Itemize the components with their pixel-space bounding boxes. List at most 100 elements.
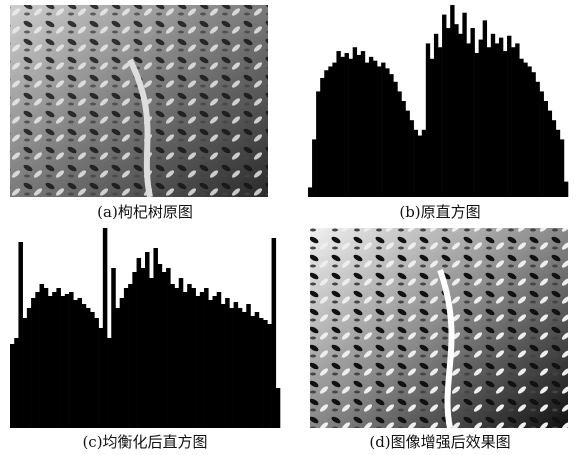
histogram-bar (200, 292, 205, 428)
histogram-bar (397, 91, 401, 197)
histogram-bar (414, 130, 418, 197)
histogram-bar (124, 288, 129, 428)
histogram-bar (332, 63, 336, 197)
histogram-bar (426, 43, 430, 197)
histogram-bar (52, 292, 57, 428)
histogram-bar (487, 47, 491, 197)
histogram-bar (341, 57, 345, 197)
histogram-bar (99, 328, 104, 428)
histogram-bar (540, 91, 544, 197)
histogram-bar (61, 296, 66, 428)
histogram-bar (345, 53, 349, 197)
histogram-bar (511, 47, 515, 197)
histogram-bar (94, 318, 99, 428)
histogram-bar (389, 74, 393, 197)
histogram-bar (263, 320, 268, 428)
histogram-bar (242, 312, 247, 428)
histogram-bar (175, 288, 180, 428)
histogram-bar (466, 43, 470, 197)
histogram-bar (308, 187, 312, 197)
histogram-bar (519, 59, 523, 197)
histogram-bar (548, 111, 552, 197)
photo-enhanced (310, 228, 568, 428)
histogram-bar (18, 242, 23, 428)
histogram-bar (536, 82, 540, 197)
histogram-bar (430, 59, 434, 197)
histogram-bar (217, 292, 222, 428)
histogram-bar (90, 312, 95, 428)
histogram-bar (410, 120, 414, 197)
histogram-bar (255, 312, 260, 428)
histogram-bar (73, 300, 78, 428)
histogram-bar (458, 34, 462, 197)
histogram-bar (120, 298, 125, 428)
histogram-bar (328, 66, 332, 197)
histogram-bar (507, 36, 511, 197)
histogram-bar (107, 338, 112, 428)
histogram-bar (385, 68, 389, 197)
histogram-bar (153, 248, 158, 428)
histogram-bar (527, 66, 531, 197)
histogram-bar (179, 278, 184, 428)
histogram-bar (40, 284, 45, 428)
histogram-bar (14, 338, 19, 428)
histogram-bar (272, 238, 277, 428)
histogram-bar (336, 51, 340, 197)
histogram-bar (103, 228, 108, 428)
histogram-bar (475, 53, 479, 197)
histogram-bar (560, 139, 564, 197)
histogram-bar (357, 55, 361, 197)
histogram-bar (316, 91, 320, 197)
caption: (d)图像增强后效果图 (369, 433, 510, 451)
histogram-bar (44, 288, 49, 428)
histogram-bar (552, 120, 556, 197)
histogram-bar (31, 298, 36, 428)
histogram-bar (438, 47, 442, 197)
histogram-bar (229, 308, 234, 428)
figure: (a)枸杞树原图 (b)原直方图 (c)均衡化后直方图 (d)图像增强后效果图 (0, 0, 581, 455)
histogram-bar (377, 66, 381, 197)
histogram-bar (259, 318, 264, 428)
histogram-bar (65, 294, 70, 428)
histogram-bar (515, 43, 519, 197)
histogram-bar (544, 101, 548, 197)
histogram-bar (373, 61, 377, 197)
histogram-bar (158, 264, 163, 428)
histogram-bar (365, 63, 369, 197)
histogram-bar (434, 34, 438, 197)
histogram-bar (191, 288, 196, 428)
histogram-bar (78, 298, 83, 428)
histogram-bar (162, 272, 167, 428)
caption: (b)原直方图 (399, 203, 480, 221)
histogram-bar (422, 130, 426, 197)
histogram-bar (250, 316, 255, 428)
histogram-bar (170, 284, 175, 428)
histogram-bar (446, 28, 450, 197)
histogram-bar (450, 5, 454, 197)
histogram-bar (381, 63, 385, 197)
histogram-bar (238, 308, 243, 428)
histogram-bar (276, 388, 281, 428)
histogram-bar (234, 302, 239, 428)
histogram-bar (221, 304, 226, 428)
histogram-bar (393, 82, 397, 197)
histogram-bar (246, 304, 251, 428)
histogram-bar (401, 101, 405, 197)
histogram-bar (56, 288, 61, 428)
photo-original (10, 5, 268, 197)
histogram-bar (353, 47, 357, 197)
histogram-bar (503, 51, 507, 197)
histogram-bar (225, 298, 230, 428)
histogram-bar (86, 308, 91, 428)
histogram-bar (471, 28, 475, 197)
histogram-bar (10, 344, 15, 428)
histogram-bar (141, 268, 146, 428)
histogram-bar (69, 292, 74, 428)
histogram-bar (499, 38, 503, 197)
histogram-bar (369, 57, 373, 197)
histogram-bar (523, 63, 527, 197)
histogram-bar (320, 78, 324, 197)
caption: (a)枸杞树原图 (97, 203, 193, 221)
histogram-bar (556, 130, 560, 197)
histogram-bar (406, 111, 410, 197)
